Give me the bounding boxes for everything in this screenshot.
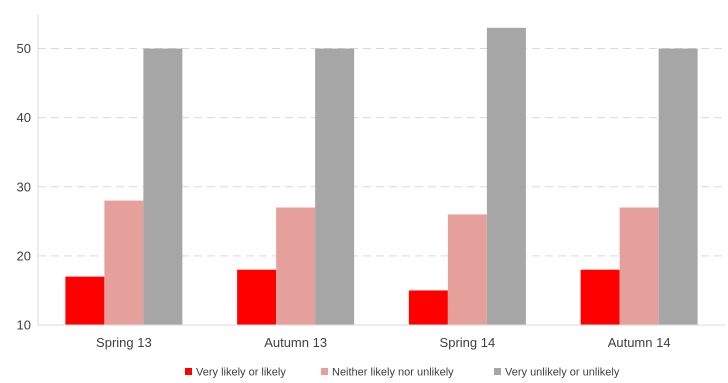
y-tick-label: 40: [17, 110, 31, 125]
legend-swatch: [494, 368, 501, 375]
x-category-label: Autumn 14: [608, 335, 671, 350]
y-tick-label: 50: [17, 41, 31, 56]
y-tick-label: 20: [17, 248, 31, 263]
bar: [65, 276, 105, 325]
y-tick-label: 30: [17, 179, 31, 194]
y-tick-label: 10: [17, 318, 31, 333]
bar: [447, 214, 487, 325]
bar: [315, 48, 355, 326]
legend-label: Very likely or likely: [196, 367, 286, 379]
bar: [658, 48, 698, 326]
bar: [276, 207, 316, 325]
gridlines: [38, 48, 725, 257]
legend-label: Neither likely nor unlikely: [332, 367, 454, 379]
x-category-label: Spring 14: [440, 335, 496, 350]
legend-label: Very unlikely or unlikely: [505, 367, 620, 379]
bar: [143, 48, 183, 326]
legend-swatch: [321, 368, 328, 375]
x-category-label: Autumn 13: [264, 335, 327, 350]
legend-swatch: [185, 368, 192, 375]
x-category-label: Spring 13: [96, 335, 152, 350]
bar: [408, 290, 448, 325]
bar: [580, 269, 620, 325]
legend: Very likely or likely Neither likely nor …: [185, 367, 620, 379]
bars: [65, 27, 698, 326]
axes: 10 20 30 40 50 Spring 13 Autumn 13 Spring 14 Aut…: [17, 14, 725, 350]
bar: [237, 269, 277, 325]
bar: [486, 27, 526, 325]
bar: [104, 200, 144, 325]
bar: [619, 207, 659, 325]
